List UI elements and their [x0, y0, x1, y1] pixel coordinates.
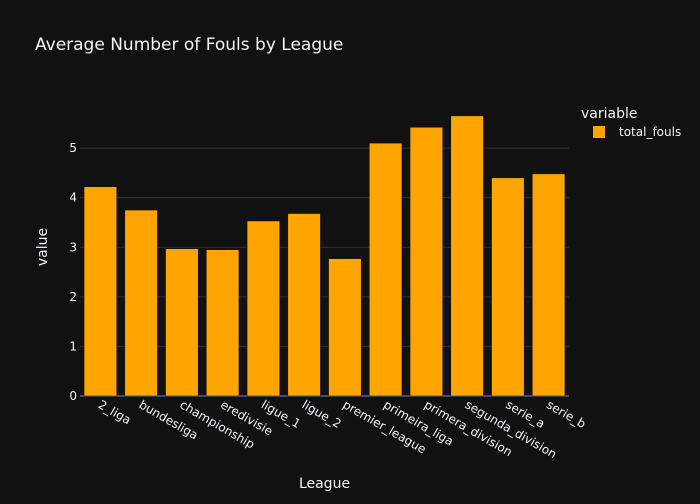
- y-tick-label: 5: [69, 141, 77, 155]
- y-tick-label: 1: [69, 339, 77, 353]
- bar-primeira-liga[interactable]: [369, 142, 403, 397]
- bar-premier-league[interactable]: [328, 258, 362, 397]
- bar-ligue-1[interactable]: [246, 220, 280, 397]
- x-tick-label: serie_b: [544, 397, 588, 431]
- grid-layer: [80, 147, 569, 397]
- y-axis-title: value: [35, 228, 51, 266]
- bar-ligue-2[interactable]: [287, 213, 321, 397]
- bar-layer: [83, 115, 566, 397]
- bar-serie-b[interactable]: [532, 173, 566, 397]
- y-tick-labels: 0 1 2 3 4 5: [69, 141, 77, 403]
- legend-label[interactable]: total_fouls: [619, 125, 681, 139]
- y-tick-label: 0: [69, 389, 77, 403]
- legend-title: variable: [581, 106, 637, 122]
- bar-2-liga[interactable]: [83, 186, 117, 397]
- bar-bundesliga[interactable]: [124, 209, 158, 397]
- bar-segunda-division[interactable]: [450, 115, 484, 397]
- x-tick-label: ligue_2: [300, 397, 344, 431]
- legend-swatch[interactable]: [593, 126, 605, 138]
- x-tick-label: 2_liga: [96, 397, 134, 427]
- x-tick-labels: 2_liga bundesligachampionshiperedivisieli…: [96, 397, 588, 461]
- x-axis-title: League: [299, 476, 350, 492]
- bar-serie-a[interactable]: [491, 177, 525, 397]
- bar-eredivisie[interactable]: [206, 249, 240, 397]
- bar-primera-division[interactable]: [409, 127, 443, 397]
- bar-championship[interactable]: [165, 248, 199, 397]
- chart-title: Average Number of Fouls by League: [35, 35, 343, 55]
- y-tick-label: 2: [69, 290, 77, 304]
- legend[interactable]: variable total_fouls: [581, 106, 681, 139]
- y-tick-label: 3: [69, 240, 77, 254]
- y-tick-label: 4: [69, 191, 77, 205]
